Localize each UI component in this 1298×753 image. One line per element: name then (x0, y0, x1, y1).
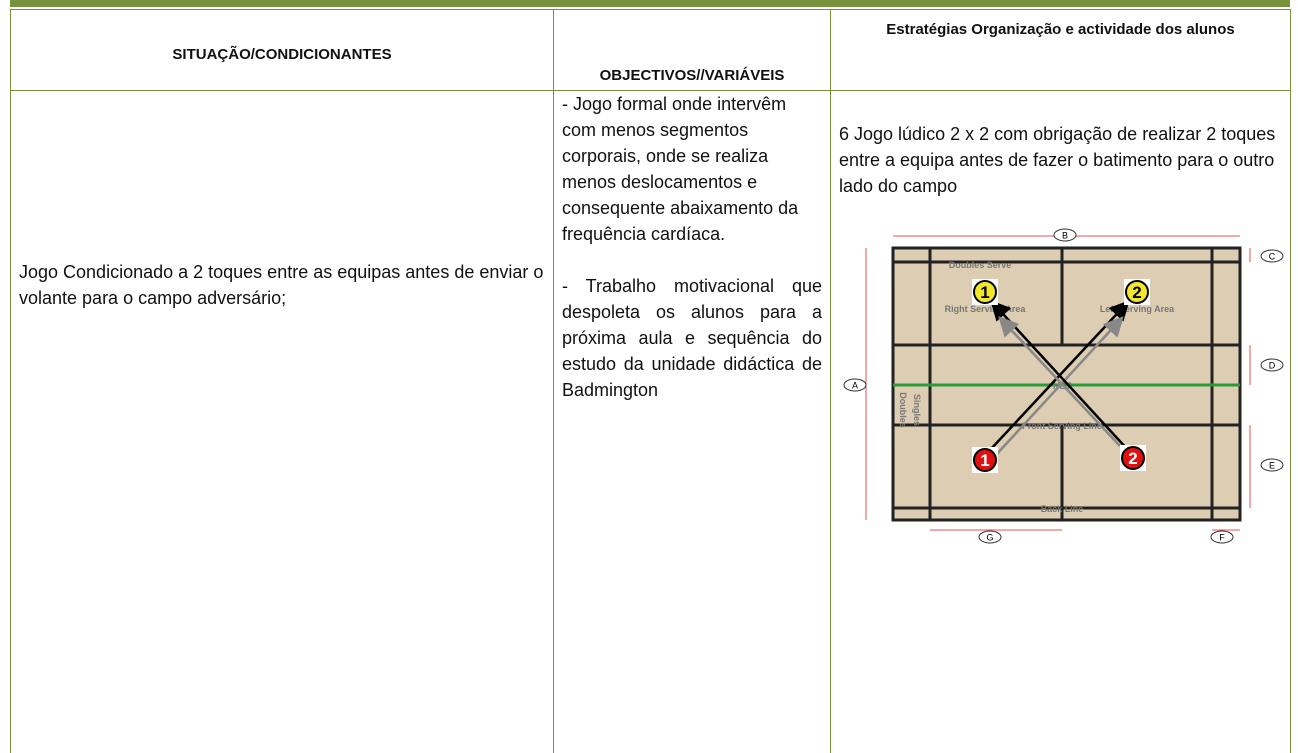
header-cell: SITUAÇÃO/CONDICIONANTES (11, 10, 554, 91)
objective: - Jogo formal onde intervêm com menos se… (562, 91, 822, 247)
dimension-label: B (1062, 231, 1068, 241)
header-cell: OBJECTIVOS//VARIÁVEIS (554, 10, 831, 91)
court-label: Singles (912, 394, 922, 426)
player-number: 2 (1128, 449, 1137, 468)
court-label: Front Serving Line (1022, 421, 1102, 431)
dimension-label: G (986, 533, 993, 543)
court-diagram: Doubles Serve Right Serving Area Left Se… (840, 215, 1290, 555)
dimension-label: E (1269, 461, 1275, 471)
body-cell: Jogo Condicionado a 2 toques entre as eq… (11, 91, 554, 753)
court-label: Back Line (1041, 504, 1084, 514)
player-number: 1 (980, 283, 989, 302)
situation: Jogo Condicionado a 2 toques entre as eq… (19, 259, 545, 311)
court-label: Right Serving Area (945, 304, 1027, 314)
strategy: 6 Jogo lúdico 2 x 2 com obrigação de rea… (839, 121, 1282, 199)
top-rule (10, 0, 1290, 7)
dimension-label: C (1269, 252, 1276, 262)
court-label: Left Serving Area (1100, 304, 1175, 314)
body-cell: - Jogo formal onde intervêm com menos se… (554, 91, 831, 753)
player-number: 1 (980, 451, 989, 470)
objective: - Trabalho motivacional que despoleta os… (562, 273, 822, 403)
court-label: Doubles Serve (949, 260, 1012, 270)
page-body: SITUAÇÃO/CONDICIONANTES OBJECTIVOS//VARI… (0, 0, 1298, 572)
player-number: 2 (1132, 283, 1141, 302)
dimension-label: D (1269, 361, 1276, 371)
dimension-label: F (1219, 533, 1225, 543)
header-cell: Estratégias Organização e actividade dos… (831, 10, 1291, 91)
page: Badminton lesson plan {"header": {"col1"… (0, 0, 1298, 572)
header-row: SITUAÇÃO/CONDICIONANTES OBJECTIVOS//VARI… (11, 10, 1291, 91)
court-label: Doubles (898, 392, 908, 428)
dimension-label: A (852, 381, 858, 391)
